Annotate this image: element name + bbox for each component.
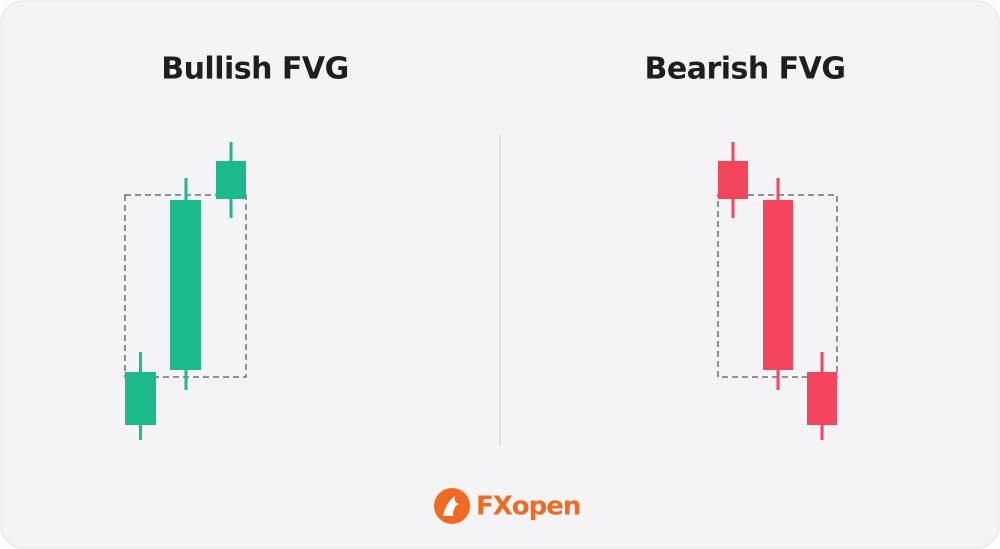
logo-text: FXopen [476, 492, 580, 522]
bullish-pattern [124, 142, 247, 440]
bearish-pattern [717, 142, 838, 440]
candle [170, 200, 201, 370]
logo: FXopen [434, 488, 581, 524]
panel-title: Bullish FVG [161, 52, 349, 87]
candle [125, 372, 156, 425]
logo-icon-detail [443, 496, 459, 516]
panel-title: Bearish FVG [644, 52, 845, 87]
candle [216, 161, 246, 199]
candle [807, 372, 837, 425]
candle [763, 200, 793, 370]
candle [718, 161, 748, 199]
